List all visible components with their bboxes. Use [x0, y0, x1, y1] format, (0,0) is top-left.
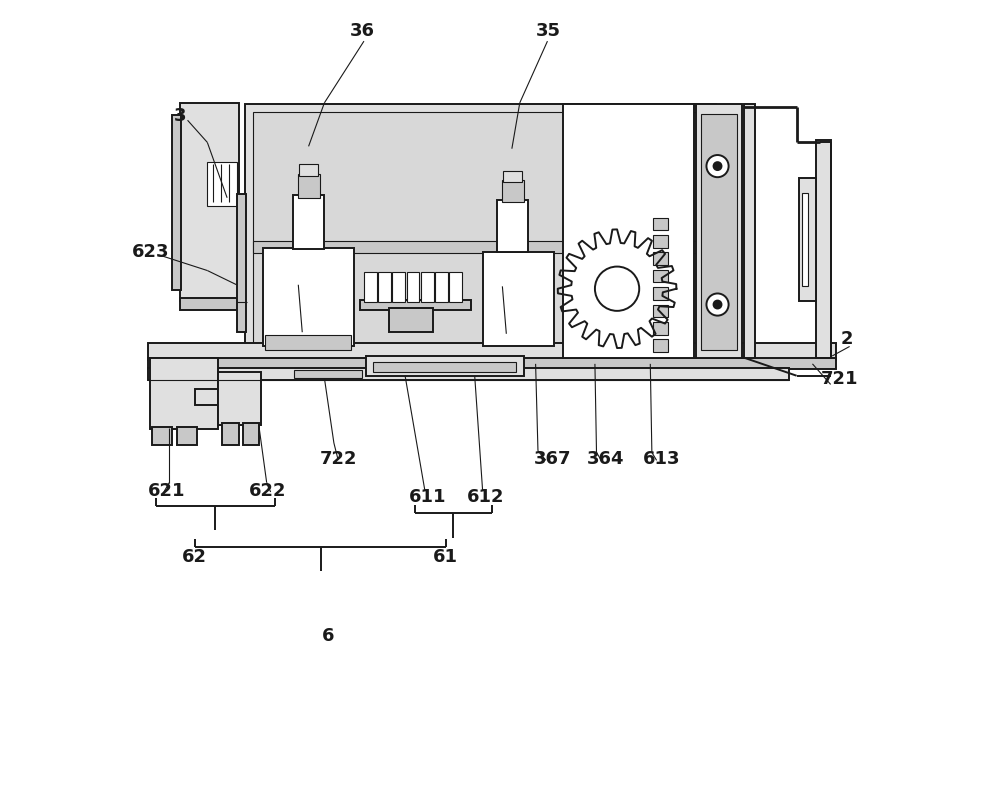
- Bar: [263, 248, 354, 346]
- Bar: [180, 103, 239, 301]
- Text: 612: 612: [467, 488, 504, 506]
- Text: 6: 6: [322, 626, 335, 645]
- Bar: [503, 171, 522, 182]
- Text: 36: 36: [350, 21, 375, 40]
- Bar: [653, 252, 668, 265]
- Bar: [483, 252, 554, 346]
- Text: 613: 613: [642, 450, 680, 468]
- Bar: [148, 358, 836, 369]
- Bar: [449, 272, 462, 302]
- Bar: [243, 423, 259, 445]
- Bar: [378, 272, 391, 302]
- Bar: [392, 272, 405, 302]
- Bar: [653, 270, 668, 282]
- Text: 35: 35: [536, 21, 561, 40]
- Bar: [245, 104, 716, 358]
- Bar: [152, 427, 172, 445]
- Bar: [366, 356, 524, 376]
- Text: 364: 364: [587, 450, 625, 468]
- Text: 61: 61: [433, 547, 458, 566]
- Text: 721: 721: [820, 369, 858, 388]
- Bar: [407, 272, 419, 302]
- Bar: [253, 112, 708, 350]
- Text: 367: 367: [534, 450, 572, 468]
- Bar: [653, 287, 668, 300]
- Bar: [253, 241, 708, 253]
- Text: 621: 621: [148, 482, 186, 500]
- Bar: [435, 272, 448, 302]
- Bar: [299, 164, 318, 176]
- Bar: [696, 104, 742, 358]
- Circle shape: [706, 155, 729, 177]
- Bar: [653, 339, 668, 352]
- Bar: [298, 174, 320, 198]
- Bar: [373, 362, 516, 372]
- Text: 611: 611: [409, 488, 447, 506]
- Bar: [195, 389, 218, 405]
- Bar: [389, 308, 433, 332]
- Text: 2: 2: [840, 330, 853, 348]
- Bar: [218, 372, 261, 425]
- Bar: [237, 194, 246, 332]
- Bar: [701, 114, 737, 350]
- Text: 62: 62: [182, 547, 207, 566]
- Bar: [360, 300, 471, 310]
- Bar: [172, 115, 181, 290]
- Bar: [180, 298, 239, 310]
- Bar: [816, 140, 831, 358]
- Text: 3: 3: [174, 107, 187, 125]
- Bar: [502, 180, 524, 202]
- Circle shape: [706, 293, 729, 316]
- Bar: [563, 104, 694, 358]
- Bar: [207, 162, 237, 206]
- Bar: [744, 104, 755, 358]
- Bar: [265, 335, 351, 350]
- Bar: [293, 195, 324, 249]
- Text: 722: 722: [320, 450, 357, 468]
- Bar: [177, 427, 197, 445]
- Circle shape: [595, 267, 639, 311]
- Circle shape: [714, 301, 721, 308]
- Bar: [497, 200, 528, 252]
- Circle shape: [714, 162, 721, 170]
- Bar: [653, 218, 668, 230]
- Bar: [148, 368, 789, 380]
- Bar: [653, 235, 668, 248]
- Bar: [802, 193, 808, 286]
- Bar: [364, 272, 377, 302]
- Bar: [653, 322, 668, 335]
- Bar: [148, 343, 836, 360]
- Bar: [294, 370, 362, 378]
- Bar: [150, 358, 218, 429]
- Bar: [799, 178, 816, 301]
- Text: 623: 623: [132, 243, 170, 261]
- Text: 622: 622: [249, 482, 287, 500]
- Bar: [222, 423, 239, 445]
- Bar: [421, 272, 434, 302]
- Bar: [653, 305, 668, 317]
